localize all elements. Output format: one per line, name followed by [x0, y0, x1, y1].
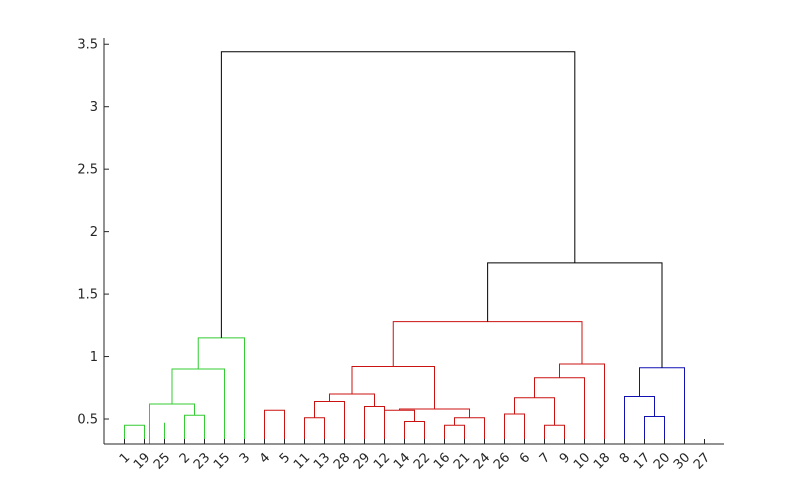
leaf-label-9: 9	[557, 450, 573, 466]
leaf-label-2: 2	[177, 450, 193, 466]
dendrogram-link-20	[514, 397, 555, 426]
y-tick-label: 0.5	[77, 413, 98, 428]
dendrogram-link-27	[487, 262, 663, 368]
leaf-label-6: 6	[517, 450, 533, 466]
y-axis-ticks: 0.5 1 1.5 2 2.5 3 3.5	[77, 38, 109, 428]
dendrogram-link-1	[124, 424, 145, 444]
dendrogram-link-14	[444, 424, 465, 444]
dendrogram-link-19	[544, 424, 565, 444]
leaf-label-16: 16	[431, 450, 453, 472]
dendrogram-link-9	[314, 401, 345, 444]
dendrogram-link-22	[559, 363, 605, 444]
dendrogram-link-25	[624, 396, 655, 444]
dendrogram-link-10	[364, 406, 385, 444]
dendrogram-link-16	[399, 408, 470, 418]
y-tick-label: 3	[90, 100, 98, 115]
leaf-label-17: 17	[631, 450, 653, 472]
dendrogram-link-5	[171, 368, 225, 444]
dendrogram-link-3	[184, 414, 205, 444]
leaf-label-7: 7	[537, 450, 553, 466]
leaf-label-25: 25	[151, 450, 173, 472]
dendrogram-link-8	[304, 417, 325, 444]
dendrogram-link-23	[392, 321, 583, 367]
y-tick-label: 1	[90, 350, 98, 365]
leaf-label-27: 27	[691, 450, 713, 472]
leaf-label-23: 23	[191, 450, 213, 472]
dendrogram-link-17	[351, 366, 435, 410]
dendrogram-link-4	[149, 403, 195, 444]
leaf-label-18: 18	[591, 450, 613, 472]
leaf-label-19: 19	[131, 450, 153, 472]
leaf-label-20: 20	[651, 450, 673, 472]
dendrogram-link-11	[329, 393, 375, 407]
leaf-label-11: 11	[291, 450, 313, 472]
dendrogram-links	[124, 51, 685, 444]
leaf-label-13: 13	[311, 450, 333, 472]
leaf-label-24: 24	[471, 450, 493, 472]
leaf-label-10: 10	[571, 450, 593, 472]
y-tick-label: 2	[90, 225, 98, 240]
dendrogram-link-13	[384, 409, 415, 444]
y-tick-label: 2.5	[77, 163, 98, 178]
dendrogram-link-26	[639, 367, 685, 444]
leaf-label-3: 3	[237, 450, 253, 466]
leaf-label-22: 22	[411, 450, 433, 472]
dendrogram-link-24	[644, 416, 665, 444]
leaf-label-1: 1	[117, 450, 133, 466]
leaf-label-28: 28	[331, 450, 353, 472]
dendrogram-link-7	[264, 409, 285, 444]
dendrogram-link-15	[454, 417, 485, 444]
y-tick-label: 3.5	[77, 38, 98, 53]
leaf-label-15: 15	[211, 450, 233, 472]
leaf-label-21: 21	[451, 450, 473, 472]
leaf-label-30: 30	[671, 450, 693, 472]
leaf-label-29: 29	[351, 450, 373, 472]
dendrogram-link-6	[197, 337, 245, 444]
dendrogram-link-28	[220, 51, 576, 338]
dendrogram-link-21	[534, 377, 585, 444]
dendrogram-link-18	[504, 413, 525, 444]
dendrogram-link-12	[404, 421, 425, 444]
leaf-label-12: 12	[371, 450, 393, 472]
leaf-label-5: 5	[277, 450, 293, 466]
leaf-label-8: 8	[617, 450, 633, 466]
leaf-label-26: 26	[491, 450, 513, 472]
y-tick-label: 1.5	[77, 288, 98, 303]
leaf-label-4: 4	[257, 450, 273, 466]
axes	[103, 38, 724, 445]
leaf-label-14: 14	[391, 450, 413, 472]
